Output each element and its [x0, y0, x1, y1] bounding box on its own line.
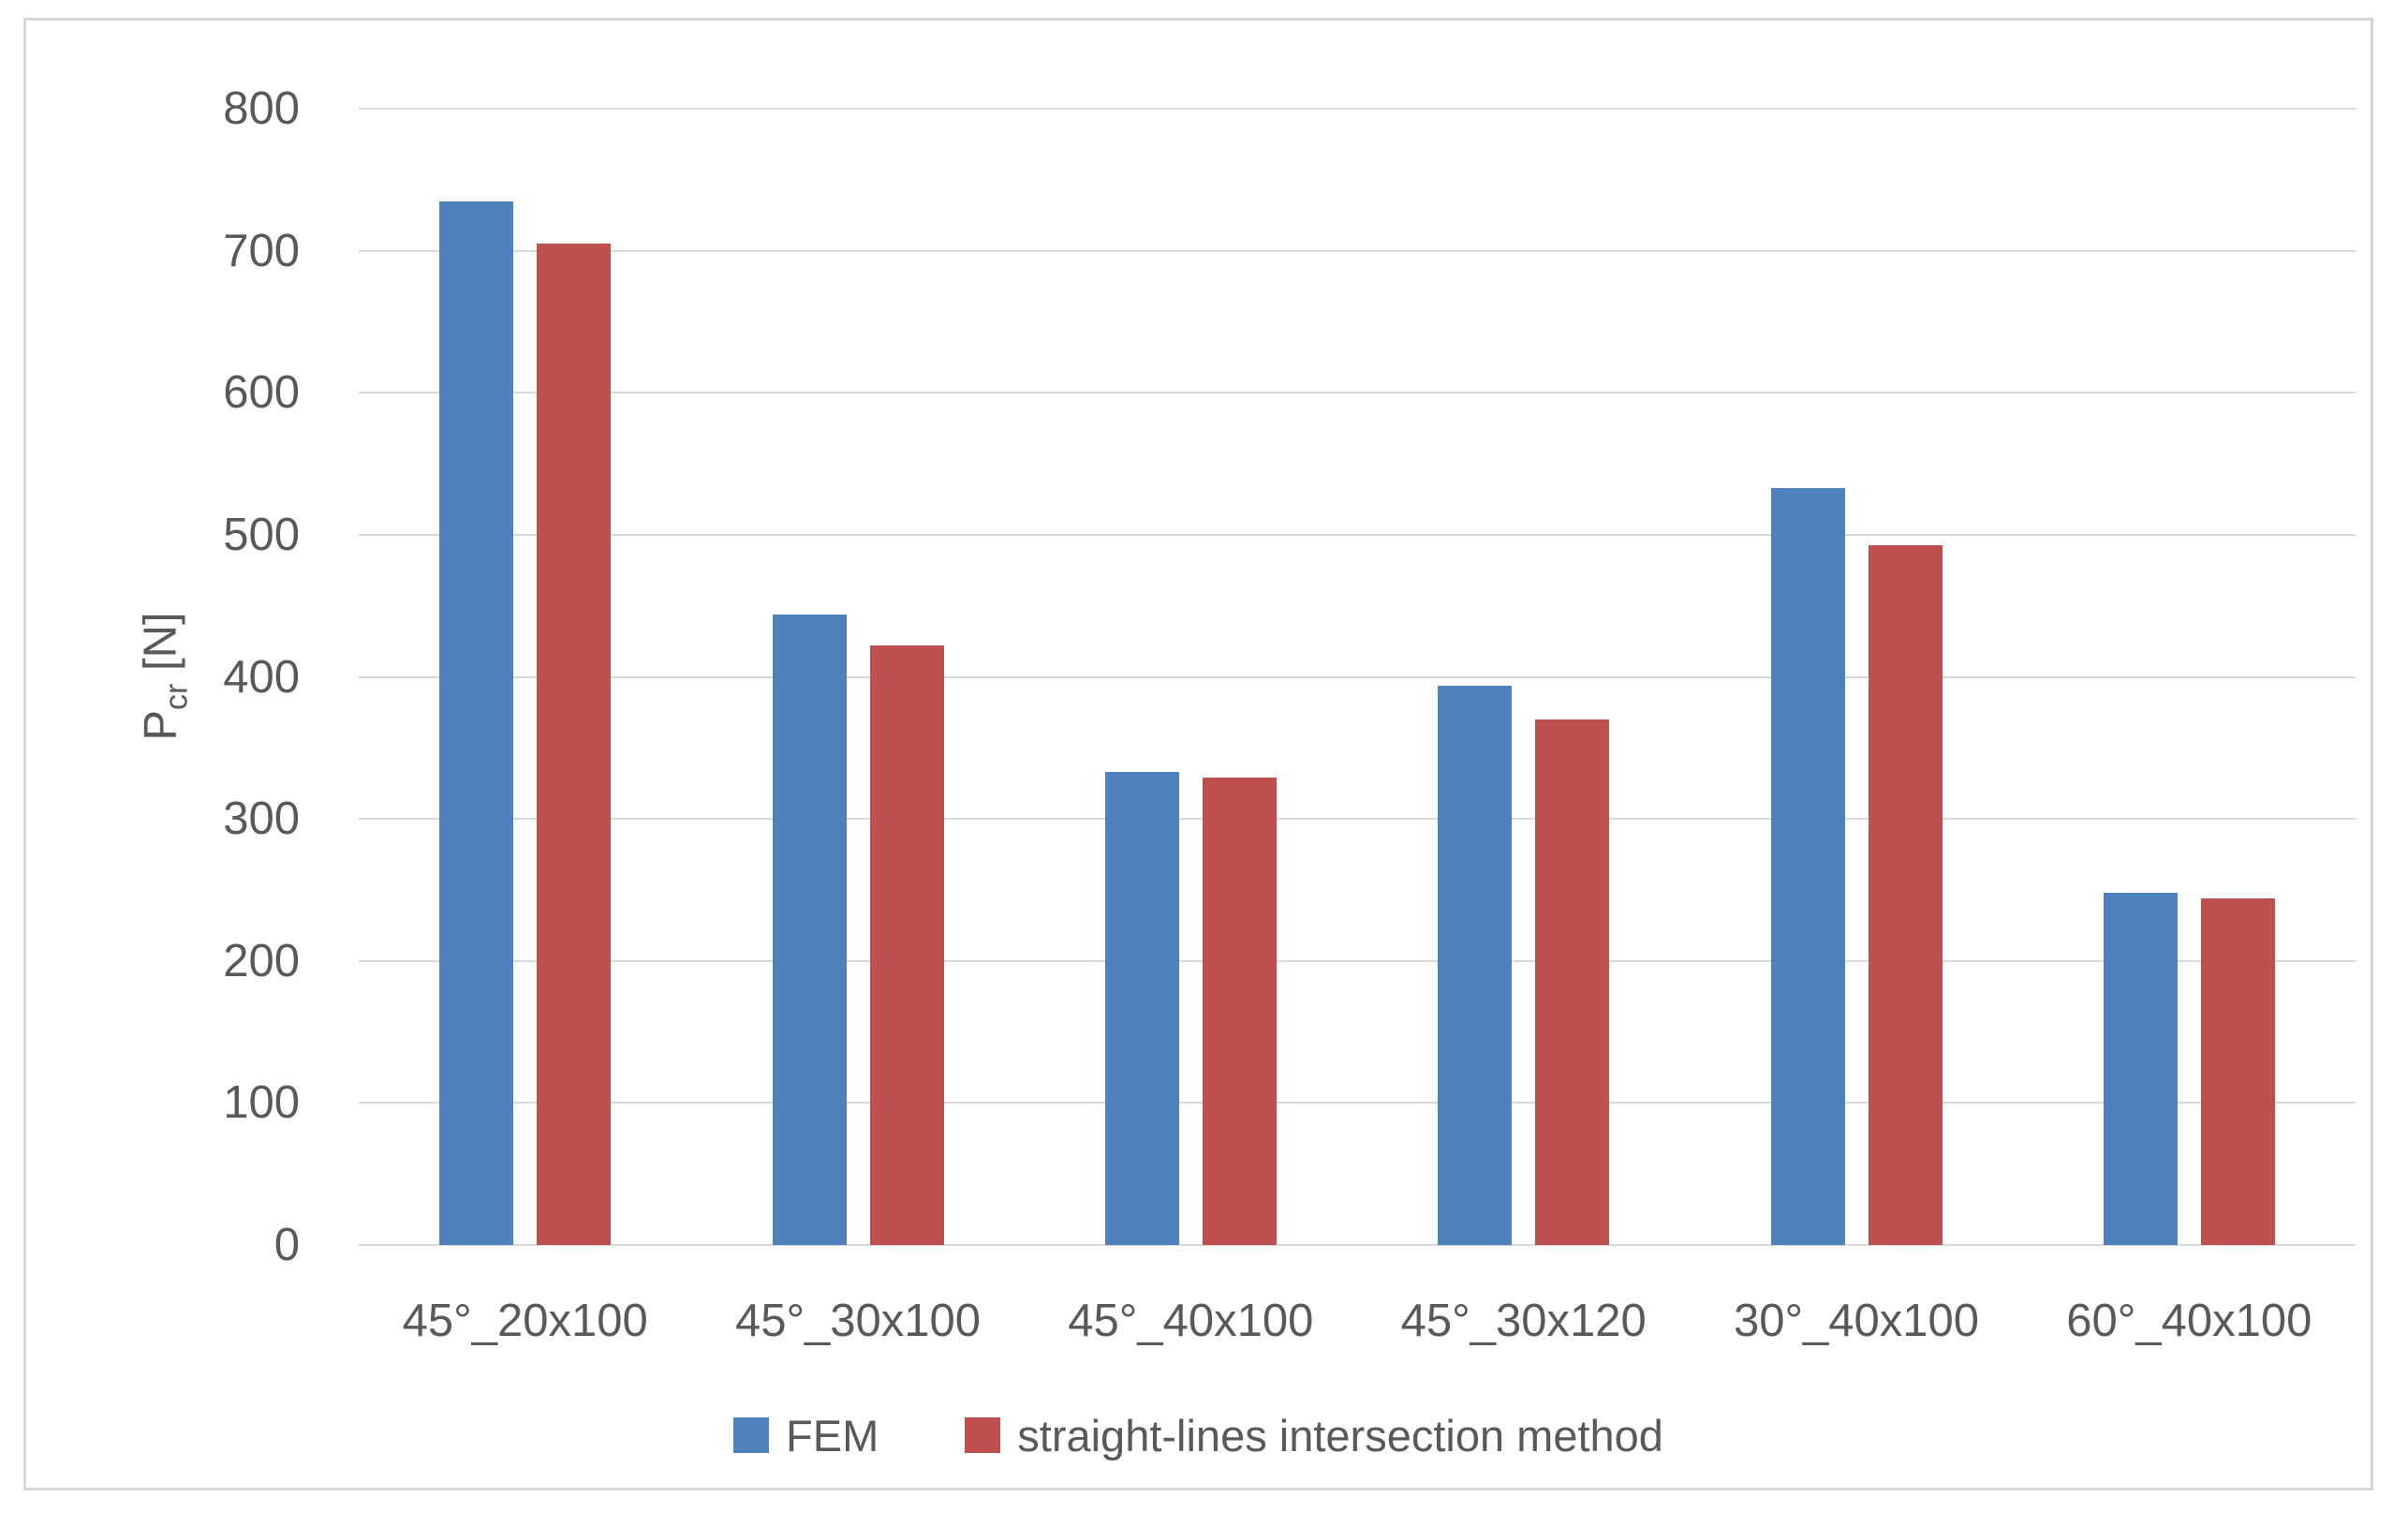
legend-label: straight-lines intersection method	[1017, 1410, 1663, 1460]
x-category-label: 45°_30x120	[1400, 1296, 1647, 1346]
gridline-500	[359, 533, 2356, 536]
plot-area	[359, 108, 2356, 1246]
y-tick-label: 0	[273, 1220, 300, 1270]
bar-straight-lines-5	[1868, 544, 1943, 1245]
y-tick-label: 800	[223, 83, 300, 134]
y-tick-label: 200	[223, 935, 300, 986]
legend: FEM straight-lines intersection method	[26, 1405, 2371, 1465]
bar-fem-3	[1104, 772, 1179, 1245]
gridline-600	[359, 392, 2356, 394]
x-category-label: 30°_40x100	[1733, 1296, 1980, 1346]
legend-swatch-fem-icon	[733, 1417, 770, 1453]
bar-straight-lines-1	[537, 244, 612, 1245]
bar-straight-lines-2	[869, 645, 944, 1245]
legend-swatch-straight-lines-icon	[965, 1417, 1001, 1453]
gridline-300	[359, 818, 2356, 821]
y-tick-label: 400	[223, 651, 300, 703]
bar-fem-4	[1438, 685, 1513, 1245]
gridline-100	[359, 1102, 2356, 1104]
x-category-label: 45°_20x100	[402, 1296, 648, 1346]
y-tick-label: 700	[223, 225, 300, 276]
gridline-0	[359, 1244, 2356, 1246]
y-tick-label: 100	[223, 1077, 300, 1129]
legend-item-fem: FEM	[733, 1410, 879, 1461]
legend-label: FEM	[786, 1410, 879, 1460]
x-category-label: 60°_40x100	[2066, 1296, 2312, 1346]
chart-frame: Pcr [N] 800 700 600 500 400 300 200 100 0 45°_20…	[23, 18, 2373, 1490]
bar-fem-2	[772, 614, 847, 1245]
gridline-800	[359, 108, 2356, 110]
bar-fem-1	[439, 200, 514, 1245]
bar-fem-6	[2103, 892, 2178, 1245]
bar-straight-lines-4	[1535, 719, 1610, 1245]
bar-fem-5	[1770, 487, 1845, 1245]
bar-straight-lines-6	[2200, 898, 2275, 1245]
gridline-200	[359, 959, 2356, 962]
gridline-400	[359, 675, 2356, 678]
gridline-700	[359, 249, 2356, 252]
y-tick-label: 600	[223, 367, 300, 419]
y-tick-label: 300	[223, 793, 300, 845]
x-category-label: 45°_40x100	[1068, 1296, 1314, 1346]
y-tick-label: 500	[223, 509, 300, 560]
legend-item-straight-lines: straight-lines intersection method	[965, 1410, 1663, 1461]
x-category-label: 45°_30x100	[734, 1296, 982, 1346]
bar-straight-lines-3	[1202, 778, 1277, 1245]
y-axis-title-symbol: P	[135, 709, 186, 741]
